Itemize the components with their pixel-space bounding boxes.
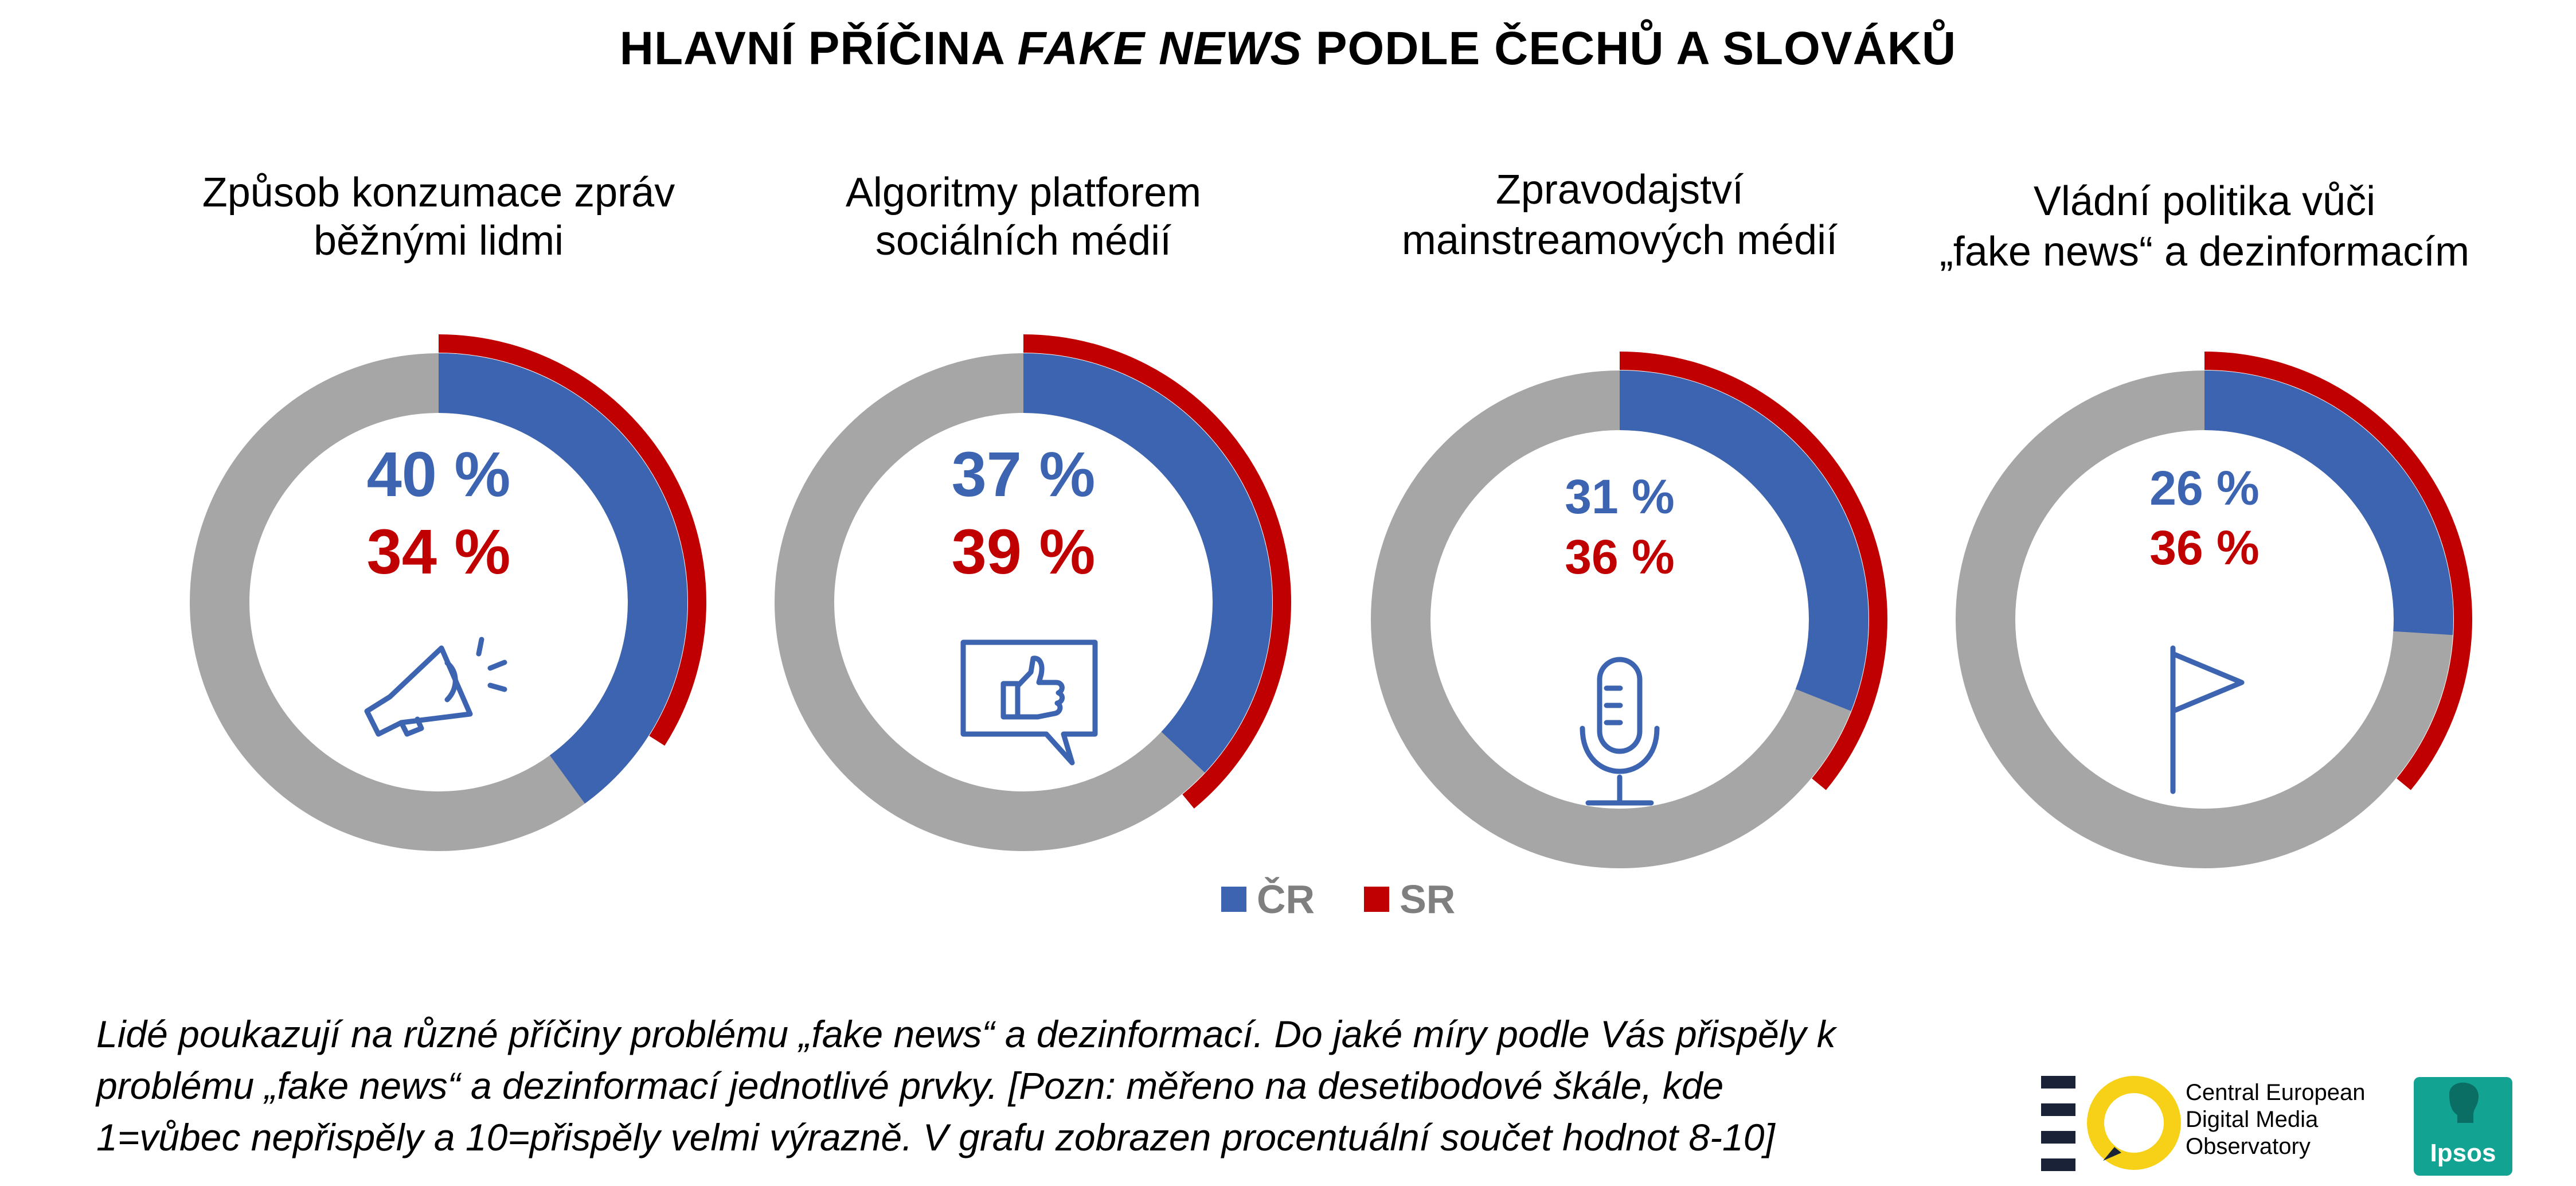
title-part-2: PODLE ČECHŮ A SLOVÁKŮ [1302,22,1957,75]
flag-cloth [2170,651,2245,714]
category-label: Vládní politika vůči [2034,178,2375,224]
category-label: běžnými lidmi [314,218,564,264]
category-label: Způsob konzumace zpráv [202,170,675,216]
ceedmo-line: Observatory [2186,1134,2311,1159]
legend: ČR SR [1221,876,1455,922]
legend-swatch-sr [1364,887,1390,912]
flag-icon [2170,645,2245,794]
legend-item-sr: SR [1364,876,1455,922]
sr-value-label: 39 % [952,517,1096,587]
mic-head [1597,657,1643,754]
cr-value-label: 37 % [952,439,1096,510]
ceedmo-line: Central European [2186,1080,2366,1105]
title-part-1: HLAVNÍ PŘÍČINA [619,22,1018,75]
ipsos-head-icon [2449,1082,2479,1123]
ipsos-logo: Ipsos [2414,1077,2512,1176]
cr-arc [1023,353,1272,773]
sr-value-label: 34 % [367,517,511,587]
cr-arc [2204,370,2453,635]
megaphone-waves [476,637,507,692]
cr-value-label: 26 % [2149,461,2259,515]
footnote: Lidé poukazují na různé příčiny problému… [96,1008,2057,1163]
sr-value-label: 36 % [1565,530,1674,584]
sr-arc [1619,352,1887,790]
megaphone-sound [444,660,458,703]
microphone-icon [1580,657,1660,806]
category-label: Algoritmy platforem [846,170,1201,216]
cr-value-label: 31 % [1565,470,1674,524]
megaphone-icon [364,637,507,737]
thumb [1015,656,1065,720]
footnote-line: problému „fake news“ a dezinformací jedn… [96,1064,1724,1107]
sr-arc [1023,334,1291,809]
legend-item-cr: ČR [1221,876,1315,922]
mic-stand [1585,774,1654,806]
cr-arc [1619,370,1869,711]
speech-bubble [960,639,1098,766]
ceedmo-stripes-icon [2041,1076,2075,1171]
legend-label-sr: SR [1400,877,1456,922]
category-label: „fake news“ a dezinformacím [1940,229,2469,275]
footnote-line: 1=vůbec nepřispěly a 10=přispěly velmi v… [96,1116,1775,1158]
ipsos-logo-text: Ipsos [2430,1139,2496,1167]
megaphone-body [364,645,473,737]
thumbs-up-icon [960,639,1098,766]
sr-arc [2204,352,2472,790]
sr-value-label: 36 % [2149,521,2259,575]
thumb-cuff [1000,681,1021,720]
legend-swatch-cr [1221,887,1246,912]
chart-title: HLAVNÍ PŘÍČINA FAKE NEWS PODLE ČECHŮ A S… [0,22,2576,76]
mic-grille [1604,685,1623,725]
title-italic-part: FAKE NEWS [1017,22,1303,75]
category-label: Zpravodajství [1496,167,1744,213]
ceedmo-line: Digital Media [2186,1107,2319,1132]
category-label: mainstreamových médií [1402,217,1838,263]
sr-arc [438,334,706,746]
category-label: sociálních médií [875,218,1171,264]
ceedmo-logo-text: Central European Digital Media Observato… [2186,1079,2366,1160]
ceedmo-logo [2041,1076,2181,1171]
legend-label-cr: ČR [1257,877,1315,922]
footnote-line: Lidé poukazují na různé příčiny problému… [96,1013,1836,1055]
mic-holder [1580,725,1660,774]
cr-value-label: 40 % [367,439,511,510]
cr-arc [438,353,687,804]
megaphone-handle [398,716,424,737]
